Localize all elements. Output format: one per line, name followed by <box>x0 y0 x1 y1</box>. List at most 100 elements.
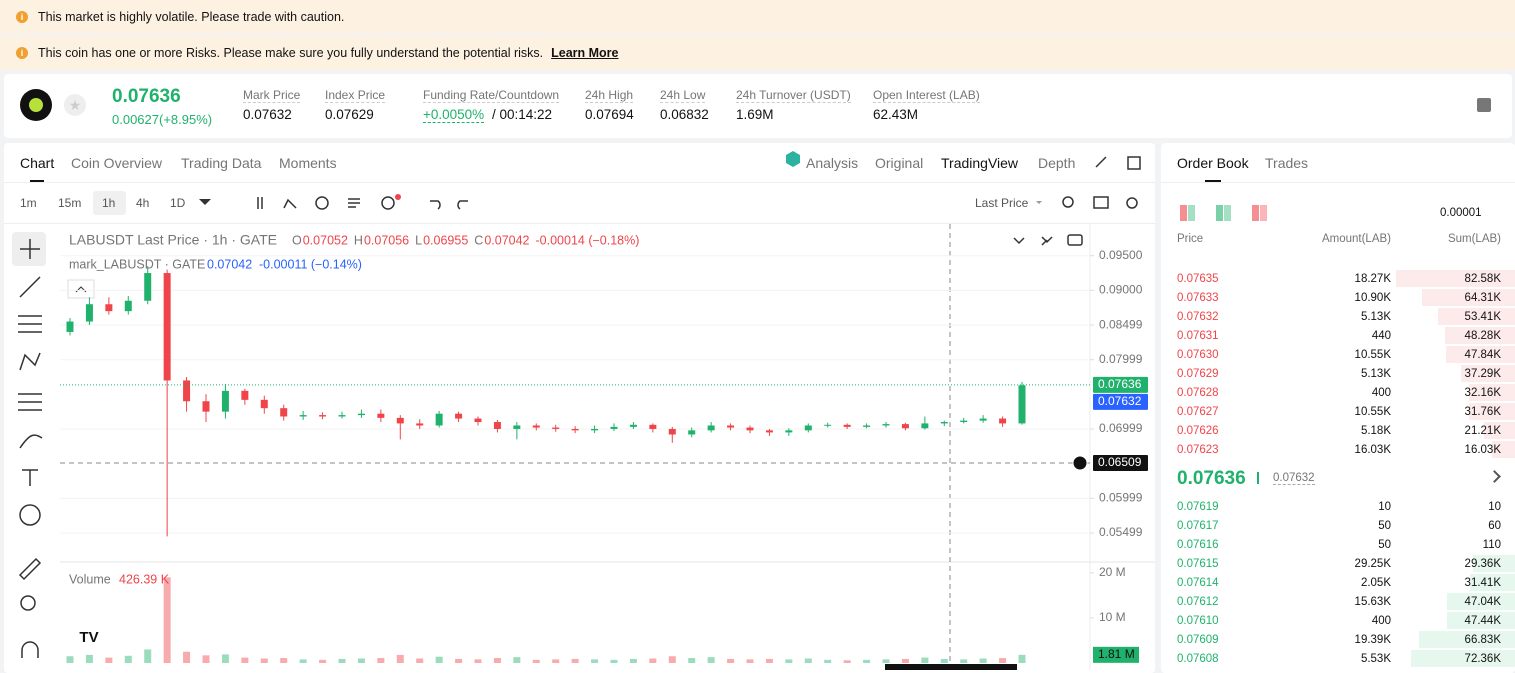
volume-bar <box>513 657 520 663</box>
candle-body <box>455 414 462 419</box>
candle-body <box>727 425 734 427</box>
ob-amount: 10.55K <box>1355 406 1391 418</box>
stat-label: 24h Low <box>660 88 705 103</box>
stat-value: 62.43M <box>873 107 918 122</box>
ob-amount: 29.25K <box>1355 558 1391 570</box>
ob-price: 0.07614 <box>1177 577 1219 589</box>
ob-view-button[interactable] <box>1224 205 1231 221</box>
ob-sum: 16.03K <box>1465 444 1501 456</box>
dropdown-arrow[interactable] <box>199 199 211 205</box>
volume-bar <box>785 659 792 663</box>
volume-bar <box>86 655 93 663</box>
candle-body <box>164 273 171 380</box>
view-tab[interactable]: TradingView <box>941 155 1018 171</box>
ob-header: Amount(LAB) <box>1322 233 1391 245</box>
candle-body <box>513 425 520 428</box>
ob-sum: 31.41K <box>1465 577 1501 589</box>
y-tick-label: 0.09000 <box>1099 283 1143 297</box>
ob-sum: 66.83K <box>1465 634 1501 646</box>
y-tick-label: 0.08499 <box>1099 317 1143 331</box>
interval[interactable]: 1h <box>102 196 115 210</box>
candle-body <box>475 419 482 422</box>
candle-body <box>436 414 443 426</box>
precision[interactable]: 0.00001 <box>1440 207 1482 219</box>
volume-bar <box>203 655 210 663</box>
ob-view-button[interactable] <box>1252 205 1259 221</box>
volume-bar <box>766 659 773 663</box>
candle-body <box>183 380 190 401</box>
y-tick-label: 0.06999 <box>1099 421 1143 435</box>
interval[interactable]: 1D <box>170 196 185 210</box>
ob-view-button[interactable] <box>1188 205 1195 221</box>
volume-bar <box>475 659 482 663</box>
interval[interactable]: 4h <box>136 196 149 210</box>
stat-label: 24h High <box>585 88 633 103</box>
ob-sum: 29.36K <box>1465 558 1501 570</box>
ohlc-label: C <box>474 233 483 247</box>
chart-tab[interactable]: Moments <box>279 155 337 171</box>
candle-body <box>339 415 346 416</box>
candle-body <box>86 304 93 321</box>
y-tick-label: 10 M <box>1099 610 1126 624</box>
ob-price: 0.07619 <box>1177 501 1219 513</box>
ob-price: 0.07627 <box>1177 406 1219 418</box>
legend-title: LABUSDT Last Price · 1h · GATE <box>69 232 277 248</box>
stat-label: Index Price <box>325 88 385 103</box>
chart-tab[interactable]: Chart <box>20 155 54 171</box>
interval[interactable]: 15m <box>58 196 81 210</box>
ob-sum: 48.28K <box>1465 330 1501 342</box>
chart-tab[interactable]: Trading Data <box>181 155 261 171</box>
ob-sum: 72.36K <box>1465 653 1501 665</box>
candle-body <box>397 418 404 424</box>
ob-last: 0.07636 <box>1177 468 1246 490</box>
mark-title: mark_LABUSDT · GATE <box>69 257 205 271</box>
volume-bar <box>960 659 967 663</box>
view-tab[interactable]: Original <box>875 155 923 171</box>
stat-value: 0.07629 <box>325 107 374 122</box>
candle-body <box>125 301 132 311</box>
view-tab[interactable]: Depth <box>1038 155 1075 171</box>
stat-extra: / 00:14:22 <box>492 107 552 122</box>
view-tab[interactable]: Analysis <box>806 155 858 171</box>
ob-price: 0.07628 <box>1177 387 1219 399</box>
price-type[interactable]: Last Price <box>975 196 1028 210</box>
mark-value: 0.07042 <box>207 257 252 271</box>
tv-logo-text: TV <box>79 629 98 646</box>
y-tick-label: 0.09500 <box>1099 248 1143 262</box>
ob-view-button[interactable] <box>1216 205 1223 221</box>
volume-bar <box>183 652 190 663</box>
interval[interactable]: 1m <box>20 196 37 210</box>
candle-body <box>708 425 715 430</box>
ob-view-button[interactable] <box>1180 205 1187 221</box>
chart-tab[interactable]: Coin Overview <box>71 155 162 171</box>
volume-bar <box>222 654 229 663</box>
ob-amount: 400 <box>1372 387 1391 399</box>
ob-amount: 50 <box>1378 520 1391 532</box>
volume-bar <box>669 656 676 663</box>
ob-sum: 31.76K <box>1465 406 1501 418</box>
dropdown-arrow[interactable] <box>1036 201 1042 204</box>
last-price-label: 0.07636 <box>1098 377 1142 391</box>
ob-header: Sum(LAB) <box>1448 233 1501 245</box>
volume-bar <box>319 660 326 663</box>
volume-bar <box>863 660 870 663</box>
ob-price: 0.07610 <box>1177 615 1219 627</box>
ob-tab[interactable]: Trades <box>1265 155 1308 171</box>
ob-price: 0.07629 <box>1177 368 1219 380</box>
ob-price: 0.07632 <box>1177 311 1219 323</box>
ob-price: 0.07615 <box>1177 558 1219 570</box>
volume-bar <box>144 649 151 663</box>
ob-price: 0.07626 <box>1177 425 1219 437</box>
stat-label: Open Interest (LAB) <box>873 88 980 103</box>
ob-view-button[interactable] <box>1260 205 1267 221</box>
ob-sum: 21.21K <box>1465 425 1501 437</box>
ob-price: 0.07631 <box>1177 330 1219 342</box>
volume-title: Volume <box>69 572 111 586</box>
collapse-button[interactable] <box>68 280 94 298</box>
ob-tab[interactable]: Order Book <box>1177 155 1249 171</box>
ohlc-value: 0.07052 <box>303 233 348 247</box>
volume-bar <box>1019 655 1026 663</box>
candle-body <box>941 422 948 423</box>
